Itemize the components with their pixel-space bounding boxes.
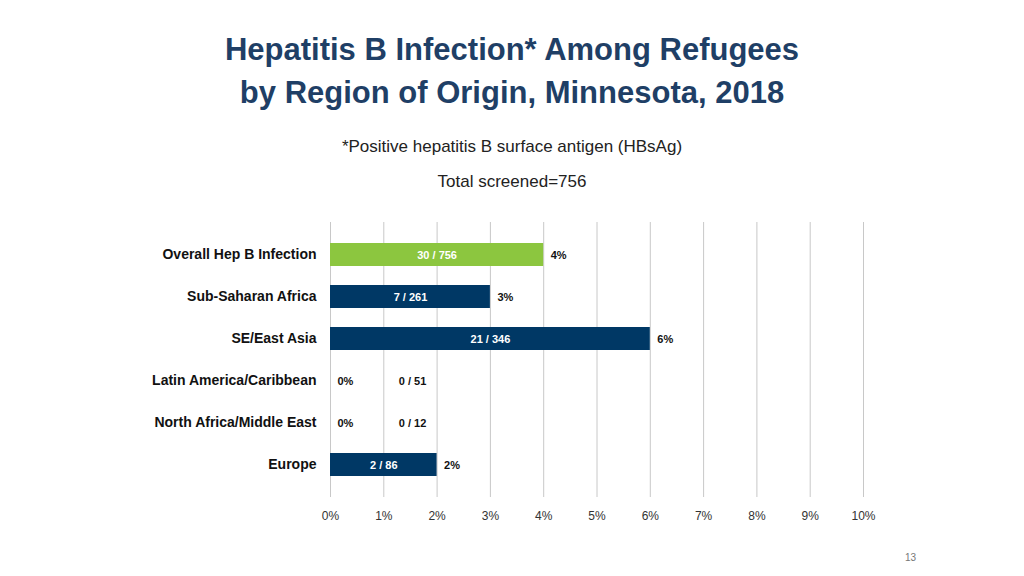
svg-text:4%: 4%	[551, 249, 567, 261]
svg-text:0 / 12: 0 / 12	[399, 417, 427, 429]
svg-text:2 / 86: 2 / 86	[370, 459, 398, 471]
svg-text:0%: 0%	[338, 375, 354, 387]
svg-text:5%: 5%	[588, 509, 606, 523]
svg-text:3%: 3%	[482, 509, 500, 523]
svg-text:Sub-Saharan Africa: Sub-Saharan Africa	[187, 288, 317, 304]
svg-text:0 / 51: 0 / 51	[399, 375, 427, 387]
svg-text:0%: 0%	[338, 417, 354, 429]
svg-text:7 / 261: 7 / 261	[394, 291, 428, 303]
svg-text:3%: 3%	[497, 291, 513, 303]
svg-text:9%: 9%	[802, 509, 820, 523]
svg-text:0%: 0%	[322, 509, 340, 523]
svg-text:6%: 6%	[657, 333, 673, 345]
svg-text:2%: 2%	[428, 509, 446, 523]
svg-text:North Africa/Middle East: North Africa/Middle East	[154, 414, 316, 430]
html-text:Hepatitis B Infection* Among R: Hepatitis B Infection* Among Refugees by…	[224, 32, 800, 110]
svg-text:6%: 6%	[642, 509, 660, 523]
html-text:Total screened=756: Total screened=756	[437, 172, 587, 191]
svg-text:2%: 2%	[444, 459, 460, 471]
svg-text:7%: 7%	[695, 509, 713, 523]
svg-text:30 / 756: 30 / 756	[417, 249, 457, 261]
html-text:13: 13	[905, 552, 917, 563]
svg-text:Overall Hep B Infection: Overall Hep B Infection	[162, 246, 316, 262]
svg-text:4%: 4%	[535, 509, 553, 523]
svg-text:SE/East Asia: SE/East Asia	[231, 330, 316, 346]
svg-text:21 / 346: 21 / 346	[471, 333, 511, 345]
svg-text:8%: 8%	[748, 509, 766, 523]
html-text:*Positive hepatitis B surface: *Positive hepatitis B surface antigen (H…	[341, 137, 683, 156]
svg-text:Europe: Europe	[268, 456, 316, 472]
svg-text:1%: 1%	[375, 509, 393, 523]
svg-text:10%: 10%	[851, 509, 875, 523]
svg-text:Latin America/Caribbean: Latin America/Caribbean	[152, 372, 316, 388]
